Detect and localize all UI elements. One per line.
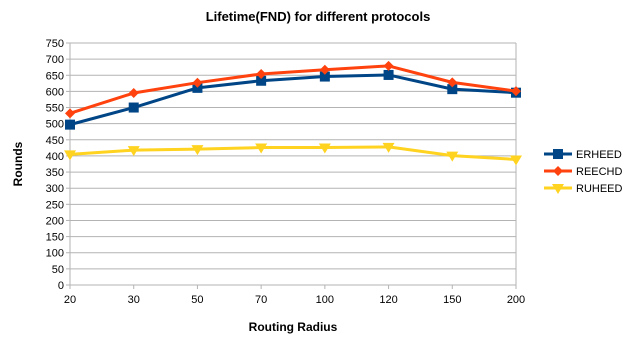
y-tick-label: 50	[52, 264, 64, 276]
legend-label: REECHD	[576, 166, 623, 178]
data-point-ruheed	[318, 143, 331, 154]
data-point-ruheed	[64, 150, 76, 161]
x-tick-label: 20	[64, 294, 76, 306]
y-tick-label: 350	[46, 167, 64, 179]
y-tick-label: 100	[46, 248, 64, 260]
data-point-erheed	[192, 82, 203, 93]
series-line-ruheed	[69, 145, 517, 161]
x-axis-label: Routing Radius	[249, 320, 338, 334]
data-point-erheed	[128, 102, 139, 113]
y-tick-label: 700	[46, 54, 64, 66]
data-point-erheed	[383, 69, 394, 80]
x-tick-label: 30	[128, 294, 140, 306]
legend-marker	[553, 149, 563, 159]
series-reechd	[65, 60, 521, 119]
data-point-reechd	[383, 60, 394, 71]
data-point-reechd	[65, 108, 75, 119]
data-point-ruheed	[191, 145, 204, 156]
legend-item-ruheed: RUHEED	[544, 183, 623, 195]
data-point-ruheed	[127, 146, 140, 157]
grid-lines	[70, 42, 516, 286]
data-point-reechd	[192, 77, 203, 88]
y-tick-label: 200	[46, 215, 64, 227]
data-point-ruheed	[446, 151, 459, 162]
data-point-reechd	[511, 86, 521, 97]
data-point-ruheed	[255, 143, 268, 154]
y-tick-label: 500	[46, 119, 64, 131]
series-line-erheed	[69, 73, 517, 127]
x-tick-label: 150	[443, 294, 461, 306]
y-tick-label: 150	[46, 232, 64, 244]
data-point-erheed	[256, 75, 267, 86]
x-tick-label: 200	[507, 294, 525, 306]
legend-label: ERHEED	[576, 149, 622, 161]
y-tick-label: 300	[46, 183, 64, 195]
chart-title: Lifetime(FND) for different protocols	[206, 9, 431, 24]
y-tick-label: 750	[46, 38, 64, 50]
y-tick-label: 0	[58, 280, 64, 292]
series-line-reechd	[69, 64, 517, 115]
legend-marker	[553, 166, 563, 176]
series-ruheed	[64, 142, 522, 166]
data-point-reechd	[447, 77, 458, 88]
y-tick-label: 400	[46, 151, 64, 163]
series-layer	[64, 60, 522, 166]
y-tick-label: 450	[46, 135, 64, 147]
data-point-reechd	[256, 68, 267, 79]
axes: 0 50 100 150 200 250 300 350 400 450 500 550 600 650 7…	[46, 38, 526, 306]
x-tick-label: 100	[316, 294, 334, 306]
x-tick-label: 50	[191, 294, 203, 306]
y-tick-label: 650	[46, 70, 64, 82]
data-point-erheed	[65, 119, 75, 130]
data-point-erheed	[319, 71, 330, 82]
data-point-erheed	[447, 84, 458, 95]
data-point-ruheed	[510, 155, 522, 166]
y-tick-label: 250	[46, 199, 64, 211]
x-tick-label: 120	[379, 294, 397, 306]
data-point-reechd	[319, 64, 330, 75]
y-axis-label: Rounds	[11, 141, 25, 186]
x-tick-label: 70	[255, 294, 267, 306]
legend-item-reechd: REECHD	[544, 166, 623, 178]
legend: ERHEED REECHD RUHEED	[544, 149, 623, 195]
y-tick-label: 550	[46, 103, 64, 115]
y-tick-label: 600	[46, 86, 64, 98]
data-point-ruheed	[382, 142, 395, 153]
data-point-reechd	[128, 88, 139, 99]
legend-item-erheed: ERHEED	[544, 149, 622, 161]
legend-marker	[552, 184, 564, 194]
legend-label: RUHEED	[576, 183, 623, 195]
